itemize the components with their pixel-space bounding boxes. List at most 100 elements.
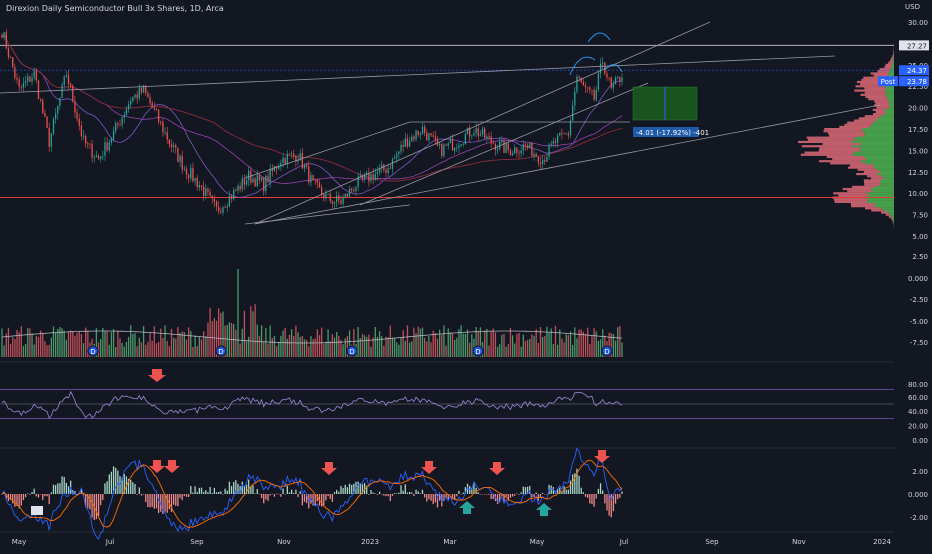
- volume-bar: [250, 306, 251, 357]
- volume-bar: [16, 330, 17, 357]
- trendline-drawings[interactable]: [0, 22, 880, 224]
- candle-body: [164, 132, 165, 133]
- profile-bar-buy: [873, 167, 894, 169]
- candle-body: [420, 134, 421, 135]
- macd-histogram-bar: [119, 476, 120, 494]
- profile-bar-sell: [860, 94, 885, 96]
- candle-body: [465, 134, 466, 144]
- volume-bar: [227, 325, 228, 357]
- candle-body: [512, 153, 513, 155]
- volume-bar: [456, 338, 457, 357]
- volume-bar: [467, 330, 468, 357]
- candle-body: [405, 138, 406, 147]
- candle-body: [218, 207, 219, 212]
- macd-histogram-bar: [572, 474, 573, 494]
- macd-histogram-bar: [285, 494, 286, 495]
- volume-bar: [542, 337, 543, 357]
- volume-bar: [248, 337, 249, 357]
- macd-histogram-bar: [186, 494, 187, 497]
- macd-histogram-bar: [300, 491, 301, 494]
- candle-body: [312, 175, 313, 180]
- profile-bar-sell: [875, 102, 889, 104]
- macd-histogram-bar: [602, 491, 603, 494]
- volume-bar: [409, 343, 410, 357]
- volume-bar: [100, 339, 101, 357]
- volume-bar: [164, 325, 165, 357]
- candle-body: [385, 170, 386, 173]
- profile-bar-buy: [888, 72, 894, 74]
- volume-bar: [413, 328, 414, 357]
- macd-histogram-bar: [34, 489, 35, 494]
- candle-body: [555, 141, 556, 143]
- candle-body: [323, 194, 324, 198]
- profile-bar-buy: [885, 113, 894, 115]
- candle-body: [126, 109, 127, 114]
- volume-bar: [29, 328, 30, 357]
- profile-bar-sell: [877, 107, 890, 109]
- macd-histogram-bar: [182, 494, 183, 500]
- macd-histogram-bar: [325, 494, 326, 500]
- macd-histogram-bar: [252, 485, 253, 494]
- macd-histogram-bar: [40, 494, 41, 495]
- candle-body: [581, 78, 582, 82]
- candle-body: [510, 150, 511, 155]
- macd-histogram-bar: [214, 488, 215, 494]
- volume-bar: [499, 344, 500, 357]
- price-tick-label: 10.00: [908, 190, 928, 198]
- candle-body: [59, 98, 60, 106]
- candle-body: [553, 141, 554, 144]
- candle-body: [156, 109, 157, 110]
- volume-bar: [265, 328, 266, 357]
- profile-bar-buy: [892, 216, 894, 218]
- profile-bar-buy: [877, 173, 894, 175]
- macd-histogram-bar: [248, 480, 249, 494]
- macd-histogram-bar: [396, 493, 397, 494]
- interval-label[interactable]: 1D: [190, 4, 201, 13]
- macd-histogram-bar: [583, 492, 584, 494]
- candle-body: [10, 57, 11, 58]
- volume-bar: [310, 336, 311, 357]
- candle-body: [608, 78, 609, 79]
- volume-bar: [536, 329, 537, 357]
- macd-histogram-bar: [349, 484, 350, 494]
- volume-bar: [199, 336, 200, 357]
- candle-body: [239, 186, 240, 190]
- profile-bar-sell: [824, 130, 863, 132]
- profile-bar-sell: [819, 147, 860, 149]
- volume-bar: [126, 342, 127, 357]
- volume-bar: [169, 346, 170, 357]
- candle-body: [349, 189, 350, 197]
- candle-body: [220, 211, 221, 212]
- volume-bar: [132, 334, 133, 357]
- volume-bar: [179, 333, 180, 357]
- candle-body: [100, 156, 101, 158]
- volume-bar: [559, 329, 560, 357]
- ma-20-line: [2, 35, 622, 198]
- candle-body: [137, 95, 138, 99]
- macd-histogram-bar: [321, 494, 322, 507]
- volume-bar: [51, 338, 52, 357]
- candle-body: [523, 145, 524, 151]
- macd-histogram-bar: [203, 492, 204, 494]
- profile-bar-buy: [881, 182, 894, 184]
- macd-histogram-bar: [593, 494, 594, 507]
- profile-bar-sell: [876, 111, 886, 113]
- candle-body: [91, 144, 92, 158]
- candle-body: [521, 150, 522, 153]
- buy-signal-arrow: [536, 503, 552, 516]
- volume-bar: [53, 326, 54, 357]
- macd-histogram-bar: [551, 485, 552, 494]
- macd-histogram-bar: [304, 494, 305, 502]
- position-tool[interactable]: -4.01 (-17.92%) -401: [633, 87, 709, 137]
- macd-histogram-bar: [608, 494, 609, 516]
- macd-histogram-bar: [293, 493, 294, 494]
- candle-body: [403, 145, 404, 147]
- price-axis[interactable]: USD30.0027.5025.0022.5020.0017.5015.0012…: [878, 0, 932, 550]
- profile-bar-buy: [884, 89, 894, 91]
- rsi-line: [2, 392, 622, 419]
- profile-bar-buy: [878, 117, 894, 119]
- profile-bar-buy: [869, 194, 894, 196]
